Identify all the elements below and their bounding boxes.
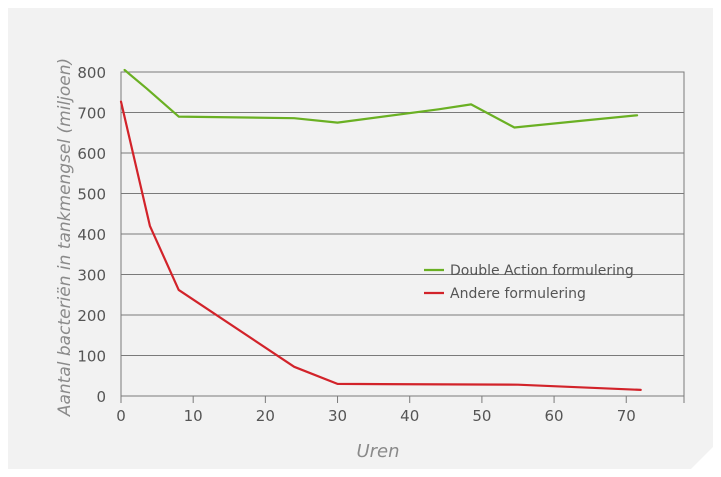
series-line-andere: [119, 100, 642, 391]
series-line-double-action: [123, 68, 639, 129]
legend: Double Action formulering Andere formuler…: [424, 263, 634, 302]
x-axis-label: Uren: [356, 441, 399, 462]
card-corner-cut: [691, 447, 713, 469]
x-tick-label: 70: [617, 407, 636, 425]
y-tick-label: 800: [77, 64, 106, 82]
y-tick-label: 700: [77, 105, 106, 123]
y-axis-label: Aantal bacteriën in tankmengsel (miljoen…: [55, 58, 75, 417]
legend-label: Andere formulering: [450, 286, 586, 302]
y-tick-label: 300: [77, 267, 106, 285]
y-tick-label: 0: [96, 388, 106, 406]
plot-frame: [120, 71, 685, 397]
x-tick-label: 20: [256, 407, 275, 425]
axes: 0 100 200 300 400 500 600 700 800 0 10 20 30 40 50 60 70: [77, 64, 685, 425]
x-tick-label: 10: [184, 407, 203, 425]
y-tick-label: 200: [77, 307, 106, 325]
series-lines: [119, 68, 642, 391]
x-tick-label: 0: [116, 407, 126, 425]
y-tick-label: 400: [77, 226, 106, 244]
x-tick-label: 30: [328, 407, 347, 425]
x-tick-label: 40: [400, 407, 419, 425]
legend-label: Double Action formulering: [450, 263, 634, 279]
x-tick-label: 60: [545, 407, 564, 425]
x-tick-label: 50: [472, 407, 491, 425]
y-tick-label: 500: [77, 186, 106, 204]
y-tick-label: 600: [77, 145, 106, 163]
y-tick-label: 100: [77, 348, 106, 366]
chart-card: [8, 8, 713, 469]
